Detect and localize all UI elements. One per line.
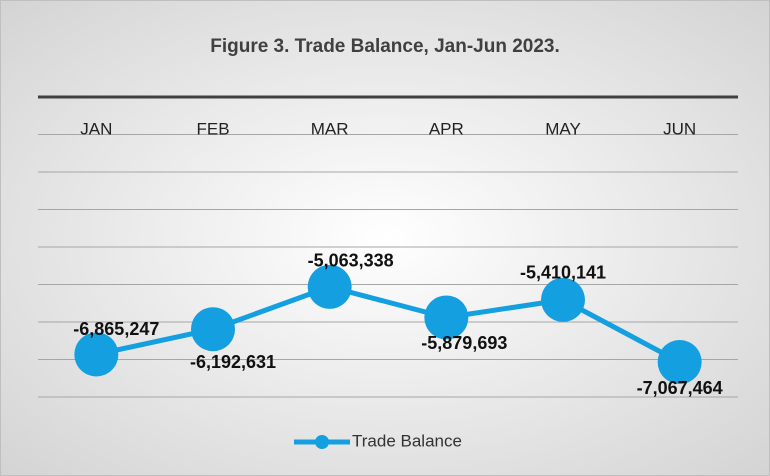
x-tick-label: MAR xyxy=(311,119,349,138)
legend-marker xyxy=(315,435,329,449)
marker xyxy=(657,340,702,385)
data-label: -6,865,247 xyxy=(73,319,159,339)
data-label: -7,067,464 xyxy=(637,378,723,398)
x-tick-label: FEB xyxy=(196,119,229,138)
data-label: -6,192,631 xyxy=(190,352,276,372)
x-tick-label: APR xyxy=(429,119,464,138)
chart-title: Figure 3. Trade Balance, Jan-Jun 2023. xyxy=(210,36,560,57)
marker xyxy=(424,295,469,340)
data-label: -5,410,141 xyxy=(520,263,606,283)
x-tick-label: MAY xyxy=(545,119,581,138)
marker xyxy=(541,277,585,322)
data-label: -5,063,338 xyxy=(308,251,394,271)
data-label: -5,879,693 xyxy=(421,333,507,353)
x-tick-label: JAN xyxy=(80,119,112,138)
legend-label: Trade Balance xyxy=(352,431,462,450)
marker xyxy=(307,264,352,309)
marker xyxy=(74,332,119,377)
marker xyxy=(191,307,235,352)
x-tick-label: JUN xyxy=(663,119,696,138)
